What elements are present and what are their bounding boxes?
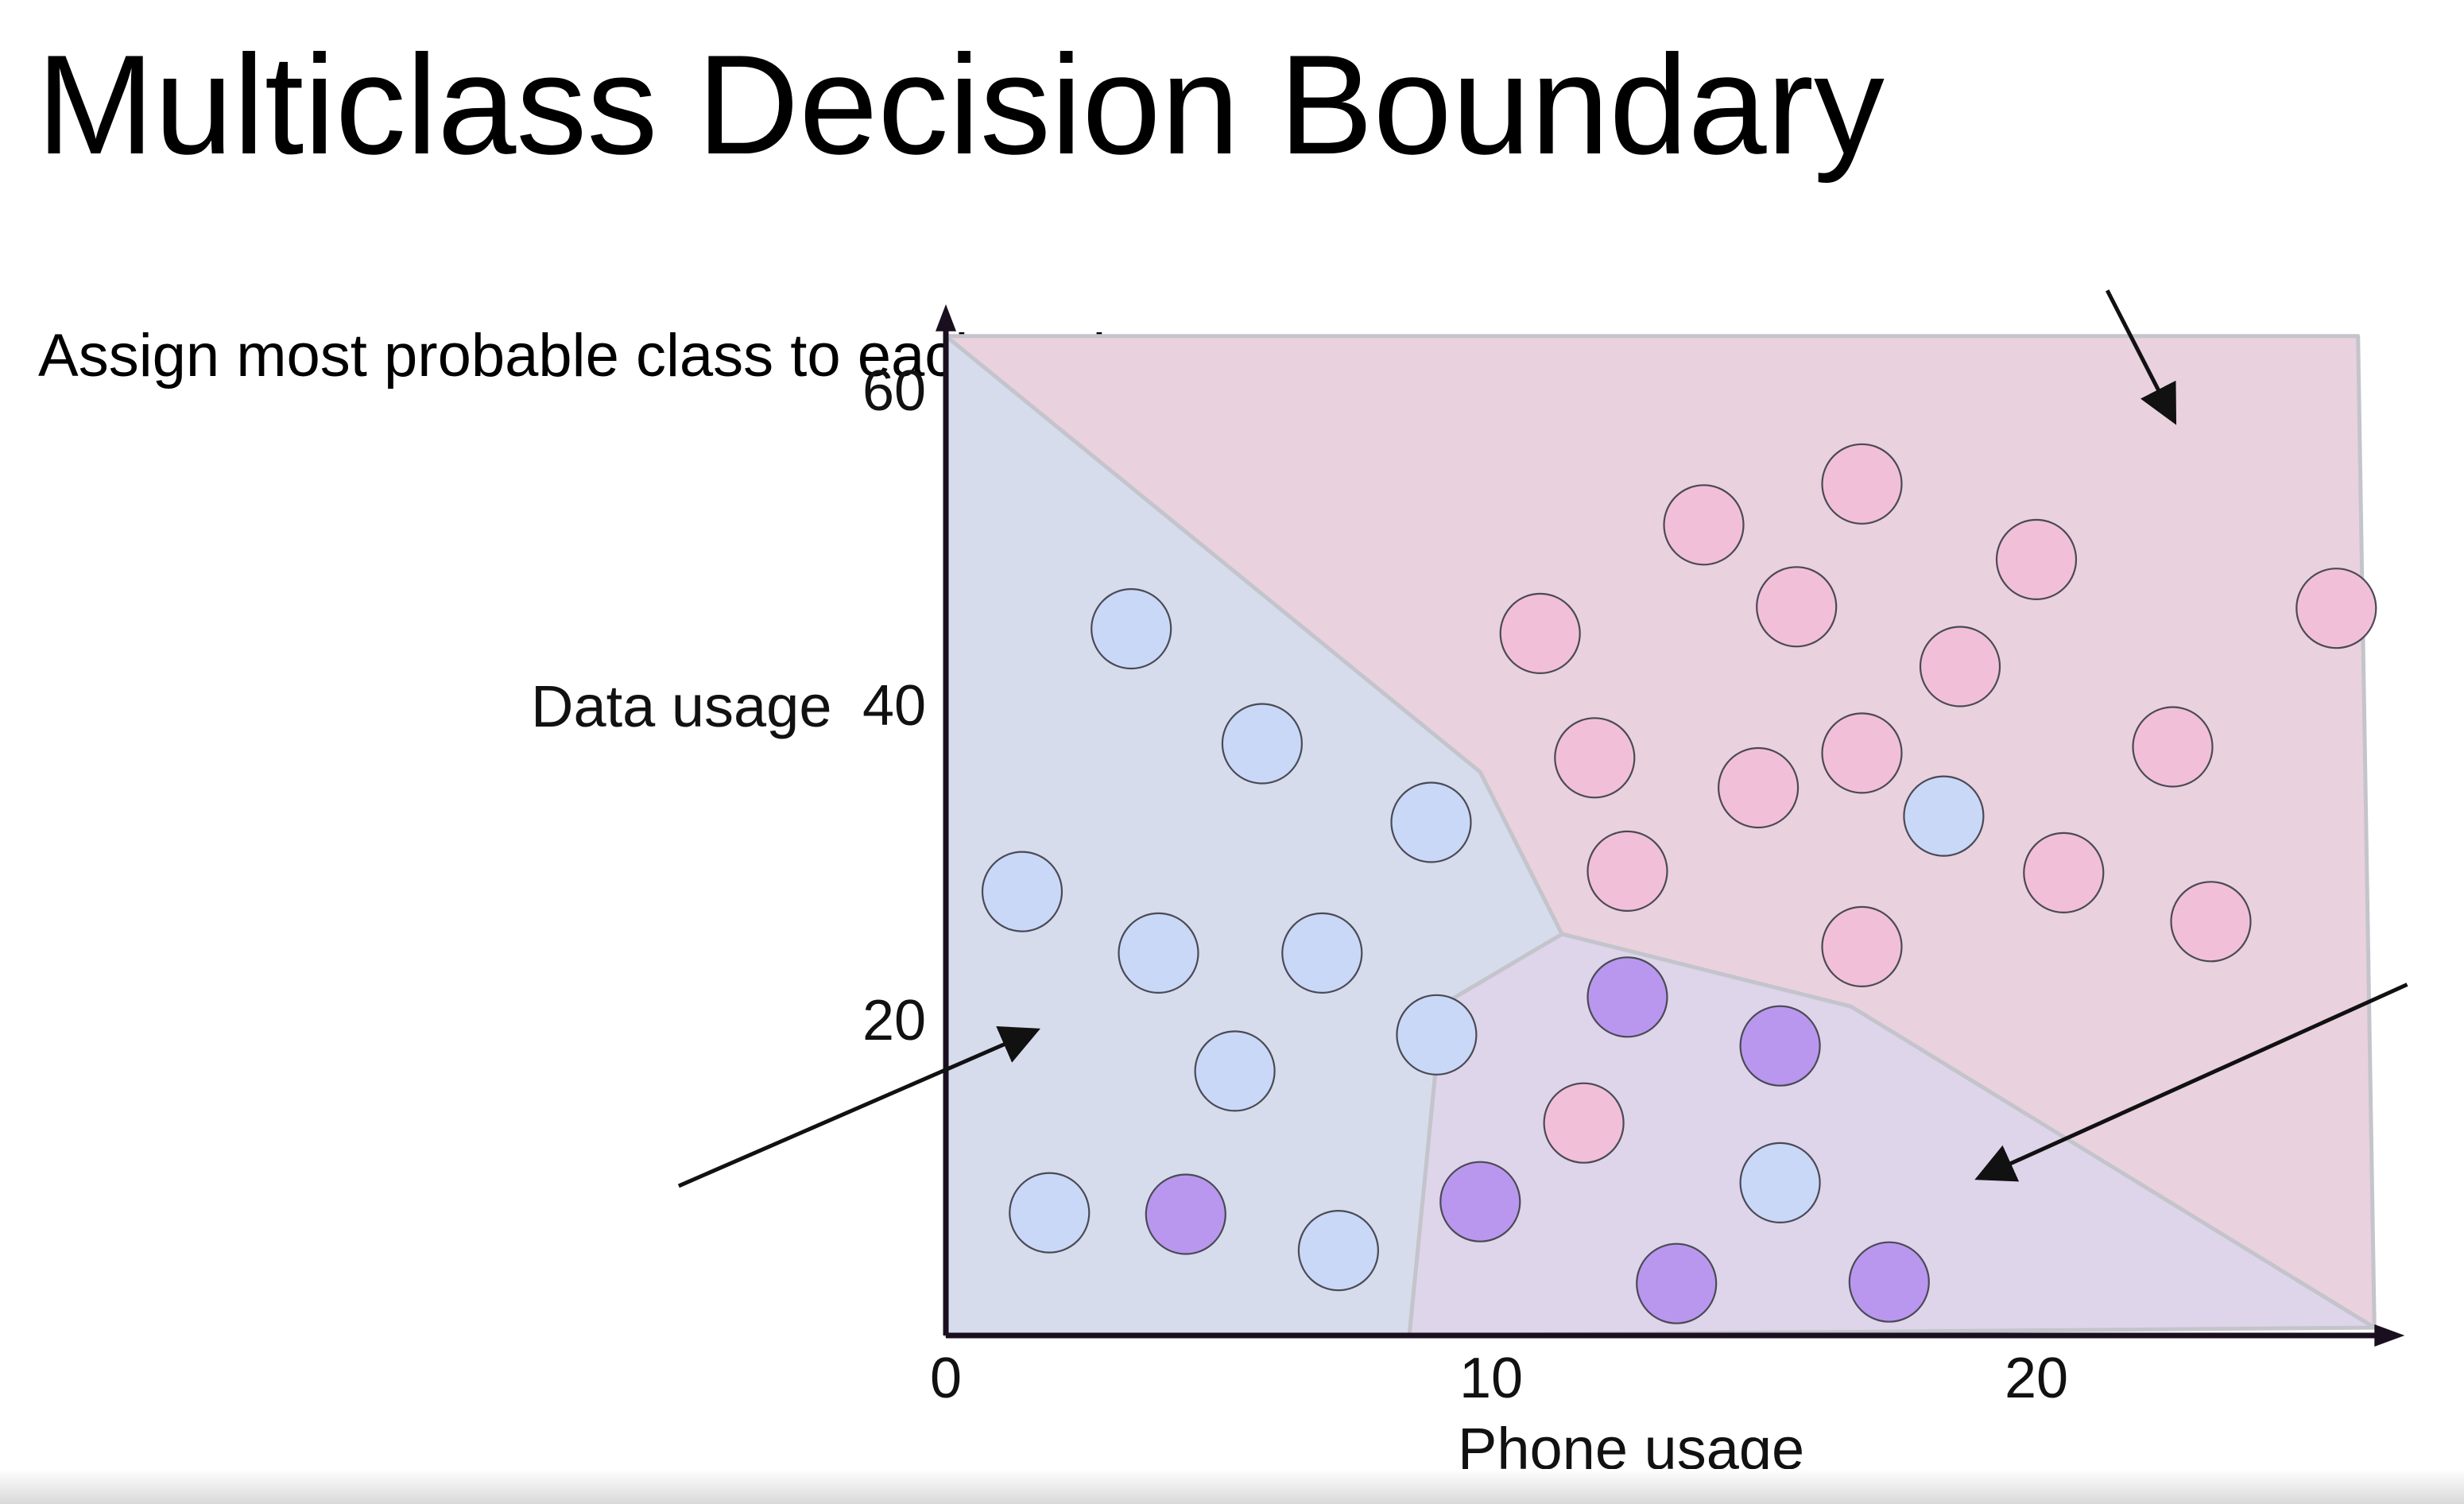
pink-data-point: [2295, 568, 2377, 649]
purple-data-point: [1636, 1242, 1718, 1324]
pink-data-point: [1756, 566, 1838, 648]
axes: [936, 304, 2405, 1347]
purple-data-point: [1145, 1173, 1226, 1255]
blue-data-point: [1297, 1209, 1380, 1292]
pink-data-point: [2132, 706, 2214, 788]
y-tick-label: 60: [862, 359, 927, 423]
pink-data-point: [1995, 518, 2078, 601]
pink-data-point: [1821, 905, 1903, 988]
x-tick-label: 0: [930, 1347, 963, 1410]
pink-data-point: [1821, 712, 1903, 794]
purple-data-point: [1586, 956, 1668, 1038]
blue-data-point: [1009, 1172, 1091, 1254]
blue-data-point: [1221, 703, 1304, 785]
purple-data-point: [1439, 1161, 1521, 1242]
arrow-blue-region: [677, 1025, 1040, 1188]
y-axis-arrowhead: [936, 304, 956, 331]
x-tick-label: 20: [2005, 1347, 2069, 1410]
region-arrows: [677, 289, 2408, 1188]
y-axis-label: Data usage: [531, 673, 832, 739]
blue-data-point: [1091, 587, 1172, 670]
pink-data-point: [1499, 592, 1581, 675]
blue-data-point: [1396, 994, 1478, 1076]
data-points: [981, 443, 2377, 1324]
arrow-purple-region: [1974, 983, 2408, 1182]
y-tick-label: 20: [862, 989, 927, 1052]
pink-data-point: [2170, 881, 2252, 963]
blue-data-point: [1118, 912, 1199, 994]
arrow-pink-region: [2105, 289, 2177, 425]
pink-data-point: [1821, 443, 1903, 525]
pink-data-point: [2023, 831, 2105, 914]
bottom-bar: [0, 1469, 2464, 1504]
pink-data-point: [1663, 484, 1745, 566]
blue-data-point: [1281, 912, 1363, 994]
blue-data-point: [1390, 781, 1472, 863]
purple-data-point: [1739, 1005, 1821, 1087]
slide-title: Multiclass Decision Boundary: [37, 25, 1885, 184]
x-axis-label: Phone usage: [1458, 1416, 1805, 1482]
blue-data-point: [1739, 1142, 1821, 1224]
purple-region: [1407, 932, 2377, 1338]
pink-data-point: [1919, 626, 2001, 707]
y-tick-label: 40: [862, 674, 927, 738]
x-tick-label: 10: [1459, 1347, 1524, 1410]
purple-data-point: [1848, 1241, 1930, 1323]
pink-data-point: [1586, 830, 1668, 913]
pink-data-point: [1718, 746, 1800, 829]
blue-data-point: [1903, 775, 1985, 857]
pink-data-point: [1554, 717, 1636, 799]
blue-data-point: [1194, 1030, 1276, 1112]
x-axis-arrowhead: [2374, 1324, 2405, 1347]
pink-data-point: [1543, 1082, 1625, 1164]
blue-data-point: [981, 851, 1063, 932]
